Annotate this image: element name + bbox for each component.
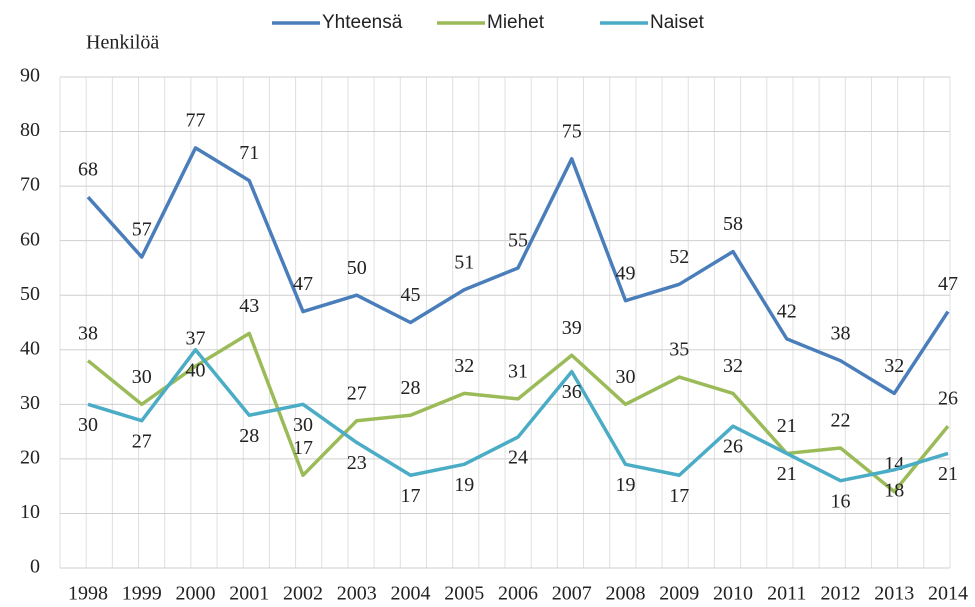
data-label: 37 — [186, 328, 206, 350]
data-label: 77 — [186, 110, 206, 132]
y-tick-label: 20 — [20, 446, 40, 468]
data-label: 57 — [132, 219, 152, 241]
data-label: 71 — [239, 142, 259, 164]
x-tick-label: 2013 — [874, 583, 914, 605]
data-label: 32 — [723, 355, 743, 377]
data-label: 42 — [777, 300, 797, 322]
y-tick-label: 10 — [20, 501, 40, 523]
y-tick-label: 80 — [20, 119, 40, 141]
x-tick-label: 2001 — [229, 583, 269, 605]
legend-label: Naiset — [650, 12, 705, 33]
data-label: 21 — [938, 463, 958, 485]
x-tick-label: 2005 — [444, 583, 484, 605]
y-tick-label: 70 — [20, 174, 40, 196]
data-label: 38 — [78, 322, 98, 344]
data-label: 19 — [616, 474, 636, 496]
data-label: 17 — [293, 437, 313, 459]
data-label: 23 — [347, 452, 367, 474]
y-tick-label: 30 — [20, 392, 40, 414]
x-tick-label: 2003 — [337, 583, 377, 605]
data-label: 47 — [293, 273, 313, 295]
data-label: 22 — [831, 410, 851, 432]
data-label: 38 — [831, 322, 851, 344]
data-label: 17 — [669, 485, 689, 507]
x-tick-label: 2009 — [659, 583, 699, 605]
data-label: 19 — [454, 474, 474, 496]
x-tick-label: 2008 — [606, 583, 646, 605]
data-label: 18 — [884, 479, 904, 501]
legend-label: Miehet — [487, 12, 545, 33]
data-label: 27 — [347, 382, 367, 404]
x-tick-label: 1998 — [68, 583, 108, 605]
data-label: 49 — [616, 262, 636, 284]
data-label: 55 — [508, 230, 528, 252]
x-tick-label: 2004 — [391, 583, 431, 605]
data-label: 47 — [938, 273, 958, 295]
data-label: 30 — [293, 414, 313, 436]
data-label: 21 — [777, 463, 797, 485]
x-tick-label: 2007 — [552, 583, 592, 605]
x-tick-label: 2014 — [928, 583, 968, 605]
data-label: 32 — [454, 355, 474, 377]
data-label: 26 — [723, 436, 743, 458]
data-label: 31 — [508, 360, 528, 382]
data-label: 28 — [401, 377, 421, 399]
data-label: 50 — [347, 257, 367, 279]
x-tick-label: 2011 — [767, 583, 806, 605]
y-tick-label: 40 — [20, 337, 40, 359]
x-tick-label: 2000 — [176, 583, 216, 605]
y-tick-label: 90 — [20, 65, 40, 87]
x-tick-label: 2012 — [821, 583, 861, 605]
data-label: 68 — [78, 159, 98, 181]
data-label: 51 — [454, 251, 474, 273]
data-label: 39 — [562, 317, 582, 339]
y-tick-label: 60 — [20, 228, 40, 250]
data-label: 16 — [831, 490, 851, 512]
y-tick-label: 50 — [20, 283, 40, 305]
series-line — [86, 146, 950, 396]
data-label: 27 — [132, 430, 152, 452]
data-label: 21 — [777, 415, 797, 437]
legend-label: Yhteensä — [322, 12, 403, 33]
series-line — [86, 331, 950, 494]
series-line — [87, 348, 949, 483]
data-label: 35 — [669, 339, 689, 361]
data-label: 75 — [562, 120, 582, 142]
x-tick-label: 2002 — [283, 583, 323, 605]
data-label: 43 — [239, 295, 259, 317]
data-label: 58 — [723, 213, 743, 235]
data-label: 28 — [239, 425, 259, 447]
data-label: 17 — [401, 485, 421, 507]
data-label: 36 — [562, 381, 582, 403]
x-tick-label: 1999 — [122, 583, 162, 605]
data-label: 24 — [508, 447, 528, 469]
y-tick-label: 0 — [30, 556, 40, 578]
data-label: 26 — [938, 388, 958, 410]
data-label: 40 — [186, 359, 206, 381]
x-tick-label: 2010 — [713, 583, 753, 605]
data-label: 30 — [132, 366, 152, 388]
data-label: 32 — [884, 355, 904, 377]
data-label: 30 — [616, 366, 636, 388]
data-label: 52 — [669, 246, 689, 268]
x-tick-label: 2006 — [498, 583, 538, 605]
legend: Yhteensä Miehet Naiset — [272, 12, 705, 33]
data-label: 45 — [401, 284, 421, 306]
data-label: 30 — [78, 414, 98, 436]
y-axis-label: Henkilöä — [86, 32, 159, 54]
